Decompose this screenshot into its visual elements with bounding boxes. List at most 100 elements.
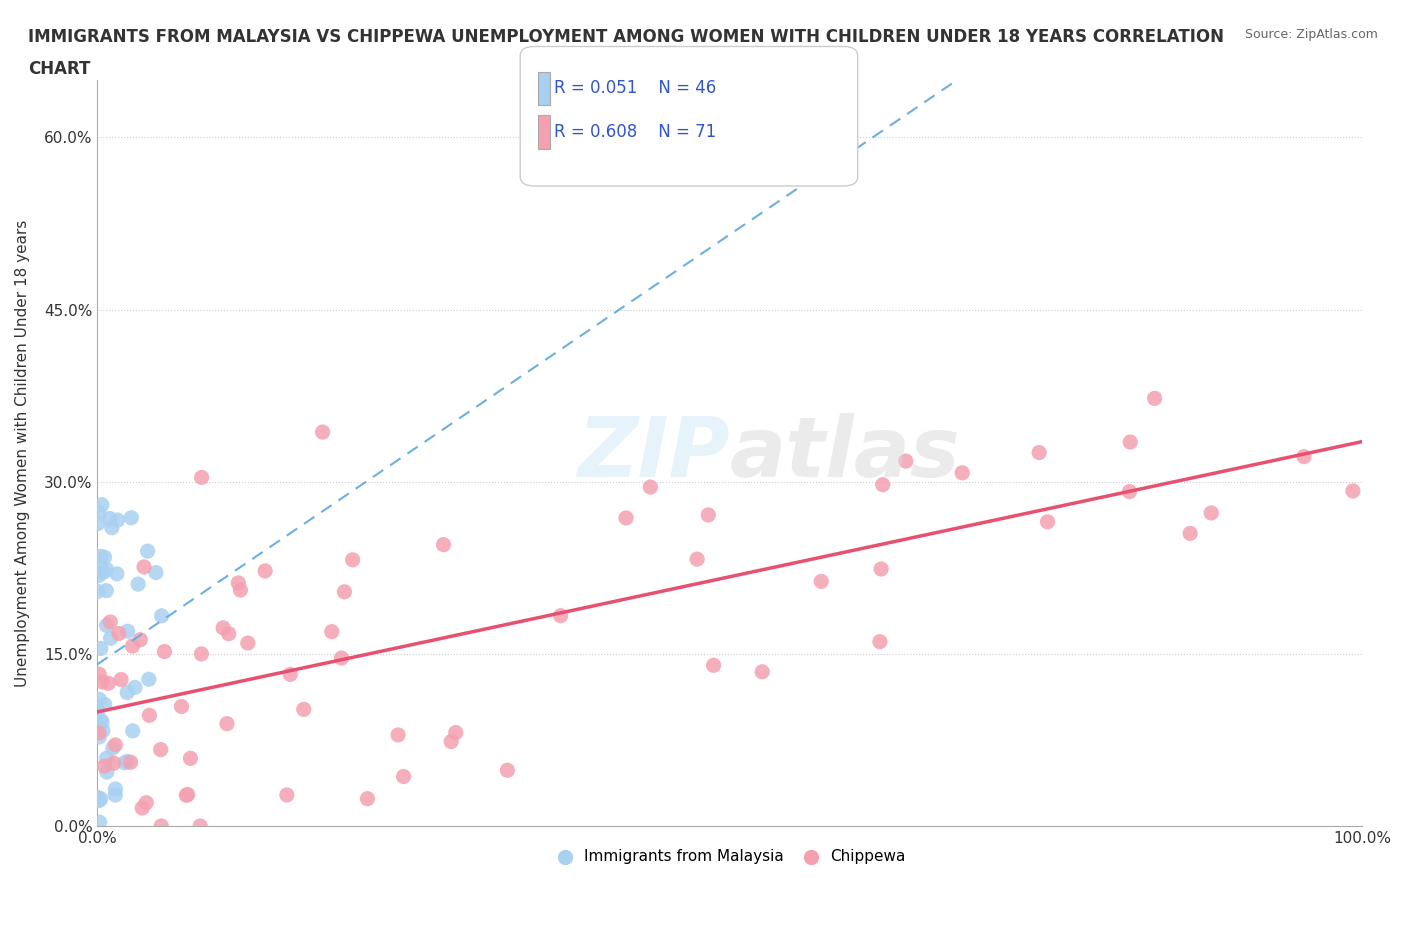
Point (138, 671, 160, 686)
Point (117, 754, 139, 769)
Point (94, 698, 117, 712)
Point (108, 626, 131, 641)
Point (89, 667, 111, 682)
Point (98, 512, 121, 526)
Point (1199, 506, 1222, 521)
Point (254, 564, 277, 578)
Point (96, 764, 118, 779)
Point (872, 477, 894, 492)
Point (278, 667, 301, 682)
Point (190, 646, 212, 661)
Point (188, 818, 211, 833)
Point (150, 818, 173, 833)
Point (751, 664, 773, 679)
Point (87, 516, 110, 531)
Point (114, 755, 136, 770)
Point (138, 708, 160, 723)
Point (96, 583, 118, 598)
Point (950, 465, 973, 480)
Point (640, 480, 662, 495)
Point (89, 815, 111, 830)
Point (1341, 484, 1364, 498)
Point (115, 685, 138, 700)
Point (228, 576, 250, 591)
Point (97, 676, 120, 691)
Point (218, 626, 240, 641)
Point (440, 734, 463, 749)
Point (149, 742, 172, 757)
Point (104, 781, 127, 796)
Point (333, 584, 356, 599)
Point (121, 724, 143, 738)
Point (117, 624, 139, 639)
Point (96, 562, 118, 577)
Point (292, 702, 315, 717)
Point (136, 544, 159, 559)
Point (697, 508, 720, 523)
Point (101, 520, 124, 535)
Point (153, 644, 176, 659)
Point (91, 724, 114, 738)
Point (1036, 514, 1059, 529)
Point (132, 560, 155, 575)
Point (90, 498, 112, 512)
Point (215, 716, 238, 731)
Point (496, 763, 519, 777)
Point (342, 552, 364, 567)
Point (127, 577, 149, 591)
Point (93, 759, 115, 774)
Point (87, 568, 110, 583)
Point (87, 703, 110, 718)
Point (104, 788, 127, 803)
Text: IMMIGRANTS FROM MALAYSIA VS CHIPPEWA UNEMPLOYMENT AMONG WOMEN WITH CHILDREN UNDE: IMMIGRANTS FROM MALAYSIA VS CHIPPEWA UNE… (28, 28, 1225, 46)
Point (135, 795, 157, 810)
Point (869, 634, 891, 649)
Point (87, 560, 110, 575)
Point (93, 550, 115, 565)
Y-axis label: Unemployment Among Women with Children Under 18 years: Unemployment Among Women with Children U… (15, 219, 30, 686)
Text: Source: ZipAtlas.com: Source: ZipAtlas.com (1244, 28, 1378, 41)
Point (100, 631, 122, 645)
Point (212, 620, 235, 635)
Point (229, 582, 252, 597)
Point (432, 538, 454, 552)
Point (810, 574, 832, 589)
Point (89, 729, 111, 744)
Point (90, 549, 112, 564)
Point (1118, 485, 1140, 499)
Point (686, 551, 709, 566)
Point (90, 791, 112, 806)
Point (91, 674, 114, 689)
Text: R = 0.051    N = 46: R = 0.051 N = 46 (554, 79, 716, 98)
Text: atlas: atlas (730, 413, 960, 494)
Point (1178, 526, 1201, 541)
Point (444, 725, 467, 740)
Point (356, 791, 378, 806)
Point (614, 511, 637, 525)
Point (387, 727, 409, 742)
Legend: Immigrants from Malaysia, Chippewa: Immigrants from Malaysia, Chippewa (548, 844, 911, 870)
Point (121, 639, 143, 654)
Point (550, 608, 572, 623)
Text: CHART: CHART (28, 60, 90, 78)
Point (96, 618, 118, 633)
Point (190, 470, 212, 485)
Point (176, 788, 198, 803)
Point (703, 658, 725, 672)
Point (120, 755, 142, 770)
Point (103, 756, 125, 771)
Point (894, 454, 917, 469)
Point (1143, 391, 1166, 405)
Point (110, 672, 132, 687)
Point (107, 512, 129, 527)
Point (91, 714, 114, 729)
Point (96, 751, 118, 765)
Point (321, 624, 343, 639)
Point (87, 506, 110, 521)
Point (98, 615, 121, 630)
Point (131, 801, 153, 816)
Text: ZIP: ZIP (576, 413, 730, 494)
Point (170, 699, 193, 714)
Point (1028, 445, 1050, 460)
Point (129, 632, 152, 647)
